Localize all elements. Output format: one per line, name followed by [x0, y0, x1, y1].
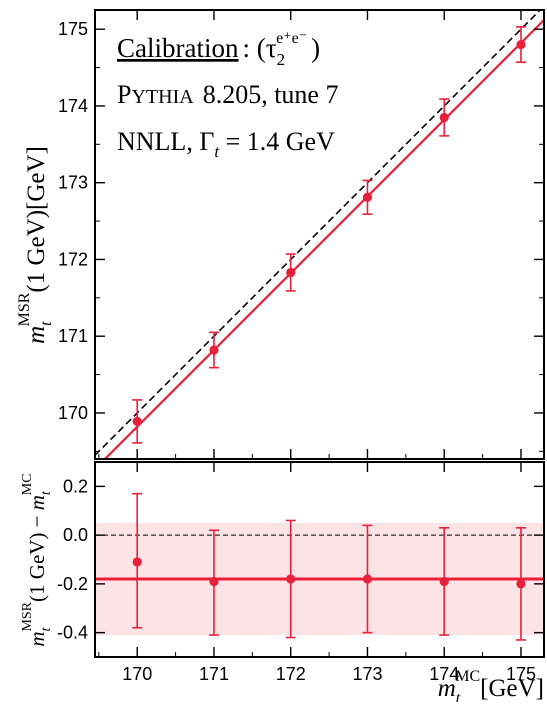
main-panel: [95, 10, 544, 459]
calibration-prefix: Calibration: [117, 33, 239, 63]
x-tick-label: 173: [352, 664, 382, 684]
reference-line: [95, 10, 542, 456]
ratio-y-tick-label: -0.4: [57, 623, 88, 643]
main-data-point: [362, 192, 373, 202]
ratio-y-tick-label: -0.2: [57, 574, 88, 594]
order-text: NNLL, Γ: [117, 127, 214, 156]
fit-line: [103, 19, 544, 459]
gamma-subscript: t: [214, 142, 220, 161]
ratio-y-axis-label: mtMSR(1 GeV) − mtMC: [20, 473, 54, 646]
x-axis-label: mtMC[GeV]: [438, 668, 544, 702]
ratio-panel-frame: [94, 461, 545, 658]
x-tick-label: 170: [122, 664, 152, 684]
generator-first: P: [117, 80, 131, 109]
main-y-axis-label: mtMSR(1 GeV)[GeV]: [16, 146, 55, 344]
x-tick-label: 171: [199, 664, 229, 684]
ratio-y-tick-label: 0.2: [63, 476, 88, 496]
main-data-point: [516, 39, 526, 50]
main-y-tick-label: 173: [58, 173, 88, 193]
main-y-tick-label: 175: [58, 19, 88, 39]
ratio-data-point: [362, 574, 373, 584]
ratio-panel: [95, 492, 544, 641]
main-y-tick-label: 170: [58, 403, 88, 423]
annotation-block: Calibration: (τ2 e⁺e⁻) PYTHIA 8.205, tune …: [117, 30, 338, 161]
x-tick-label: 174: [429, 664, 459, 684]
calibration-close: ): [311, 33, 320, 63]
x-tick-label: 172: [276, 664, 306, 684]
x-tick-label: 175: [506, 664, 536, 684]
main-y-tick-label: 174: [58, 96, 88, 116]
ratio-data-point: [516, 579, 526, 589]
generator-label: PYTHIA 8.205, tune 7: [117, 80, 338, 109]
main-data-point: [286, 267, 296, 278]
main-data-point: [439, 112, 449, 123]
ratio-data-point: [439, 576, 449, 587]
tau-subscript: 2: [277, 50, 286, 69]
calibration-label: Calibration: (τ2 e⁺e⁻): [117, 30, 320, 69]
main-y-tick-label: 172: [58, 249, 88, 269]
main-panel-frame: [94, 9, 545, 460]
generator-version: 8.205, tune 7: [203, 80, 339, 109]
ratio-data-point: [132, 557, 142, 567]
main-y-tick-label: 171: [58, 326, 88, 346]
tau-superscript: e⁺e⁻: [276, 30, 307, 47]
ratio-data-point: [209, 576, 219, 587]
ratio-data-point: [286, 574, 296, 584]
main-data-point: [209, 345, 219, 355]
ratio-y-tick-label: 0.0: [63, 525, 88, 545]
main-data-point: [132, 416, 142, 426]
order-label: NNLL, Γt = 1.4 GeV: [117, 127, 335, 161]
calibration-suffix: : (τ: [242, 33, 276, 63]
axis-ticks: 170 171 172 173 174 175 170 171 172 173 174 175 0.2 0…: [57, 10, 544, 684]
generator-smallcaps: YTHIA: [131, 86, 194, 108]
order-value: = 1.4 GeV: [219, 127, 335, 156]
